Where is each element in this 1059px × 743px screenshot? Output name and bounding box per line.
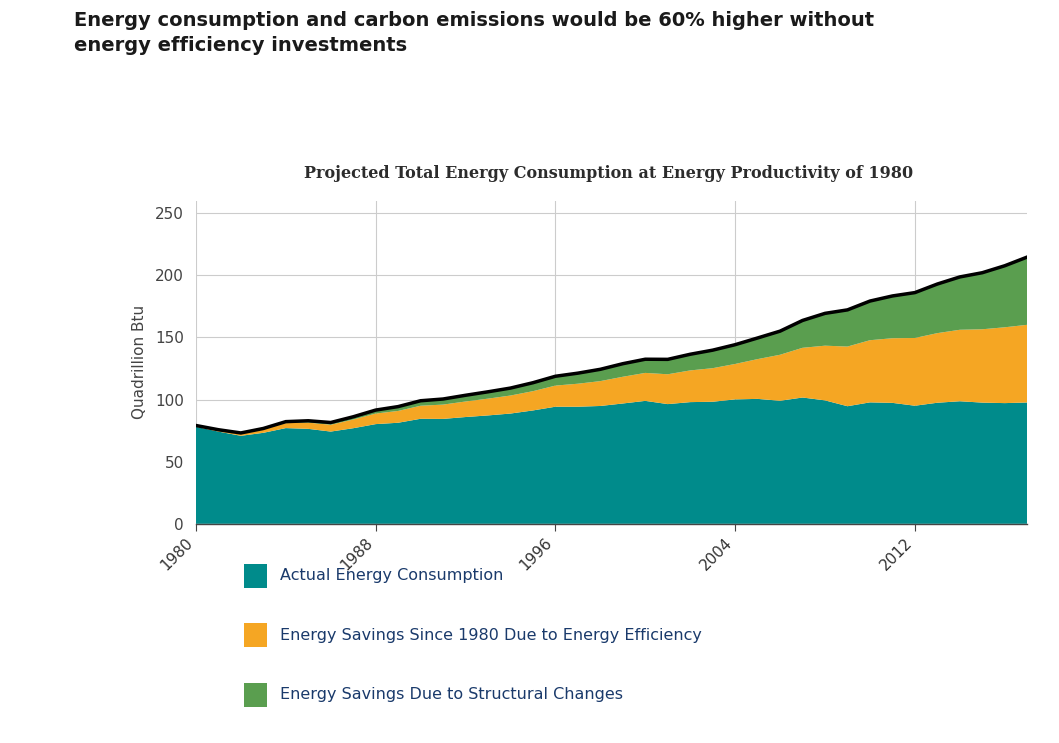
Y-axis label: Quadrillion Btu: Quadrillion Btu bbox=[132, 305, 147, 419]
Text: Projected Total Energy Consumption at Energy Productivity of 1980: Projected Total Energy Consumption at En… bbox=[304, 165, 914, 182]
Text: Energy Savings Due to Structural Changes: Energy Savings Due to Structural Changes bbox=[280, 687, 623, 702]
Text: Energy consumption and carbon emissions would be 60% higher without
energy effic: Energy consumption and carbon emissions … bbox=[74, 11, 875, 55]
Text: Actual Energy Consumption: Actual Energy Consumption bbox=[280, 568, 503, 583]
Text: Energy Savings Since 1980 Due to Energy Efficiency: Energy Savings Since 1980 Due to Energy … bbox=[280, 628, 702, 643]
